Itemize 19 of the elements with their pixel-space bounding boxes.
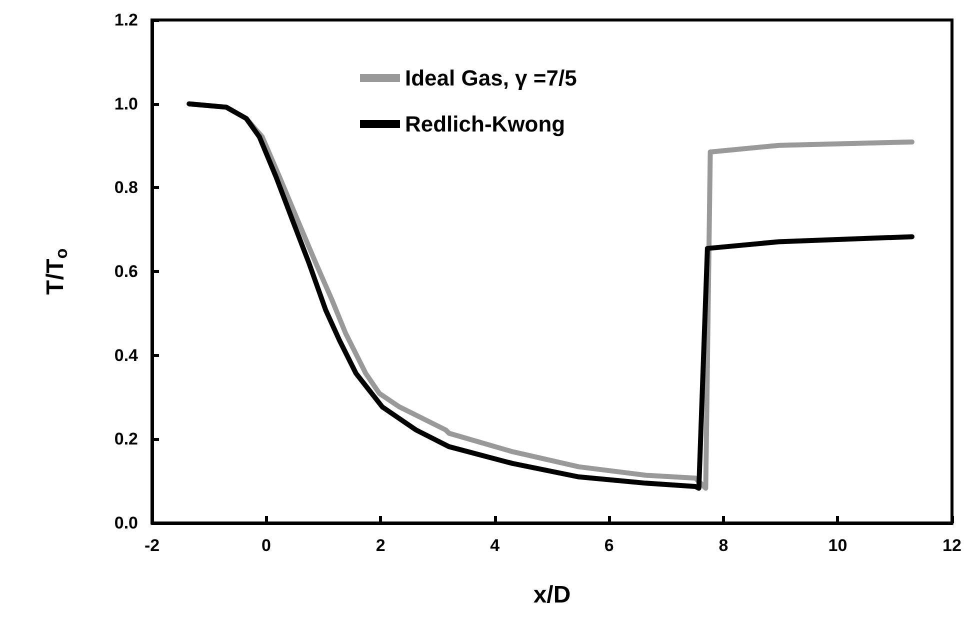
y-tick-label: 0.0	[114, 514, 138, 532]
y-tick-label: 0.6	[114, 262, 138, 281]
y-axis-title: T/To	[42, 248, 71, 295]
x-tick-label: 2	[376, 536, 386, 555]
legend-label: Ideal Gas, γ =7/5	[405, 66, 577, 90]
y-tick-label: 0.2	[114, 430, 138, 449]
y-tick-label: 1.0	[114, 94, 138, 114]
y-tick-label: 0.8	[114, 178, 138, 198]
y-tick-label: 1.2	[114, 10, 138, 30]
legend-label: Redlich-Kwong	[405, 112, 566, 136]
x-tick-label: 6	[604, 536, 614, 555]
x-axis-title: x/D	[533, 582, 571, 608]
x-tick-label: 0	[262, 536, 272, 555]
x-tick-label: 10	[828, 536, 848, 555]
y-tick-label: 0.4	[114, 346, 139, 365]
x-tick-label: -2	[144, 536, 160, 555]
x-tick-label: 8	[718, 536, 728, 555]
x-tick-label: 12	[942, 536, 962, 555]
x-tick-label: 4	[490, 536, 500, 555]
